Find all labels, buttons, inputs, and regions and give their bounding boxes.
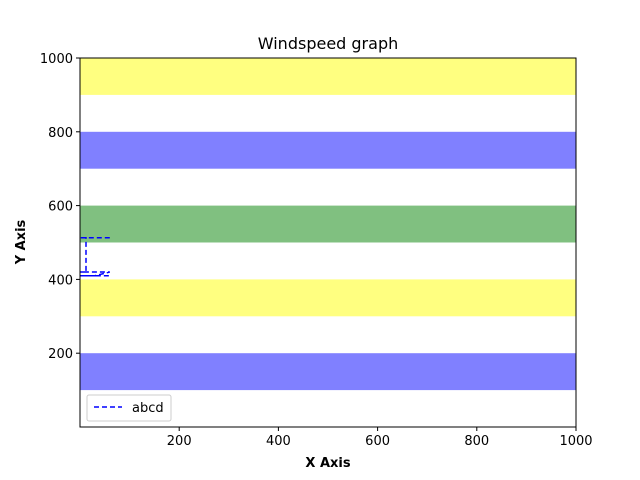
band-3	[80, 279, 576, 317]
plot-frame	[79, 57, 577, 428]
x-tick-label: 800	[464, 434, 489, 449]
band-1	[80, 131, 576, 169]
series-group	[80, 236, 110, 277]
series-line-0	[80, 236, 110, 277]
x-tick-label: 400	[266, 434, 291, 449]
band-2	[80, 205, 576, 243]
legend-box	[86, 394, 172, 422]
x-tick-label: 600	[365, 434, 390, 449]
y-tick-label: 600	[48, 200, 73, 215]
legend: abcd	[86, 394, 172, 422]
y-axis-label: Y Axis	[14, 219, 29, 265]
x-axis-label: X Axis	[305, 456, 350, 471]
legend-label: abcd	[132, 401, 164, 416]
y-tick-label: 800	[48, 126, 73, 141]
x-tick-label: 200	[167, 434, 192, 449]
x-ticks: 200 400 600 800 1000	[167, 427, 593, 449]
y-ticks: 200 400 600 800 1000	[40, 52, 80, 362]
bands-group	[80, 58, 576, 391]
x-tick-label: 1000	[559, 434, 592, 449]
band-0	[80, 58, 576, 95]
y-tick-label: 1000	[40, 52, 73, 67]
y-tick-label: 400	[48, 273, 73, 288]
chart-title: Windspeed graph	[258, 34, 398, 53]
band-4	[80, 353, 576, 391]
y-tick-label: 200	[48, 347, 73, 362]
